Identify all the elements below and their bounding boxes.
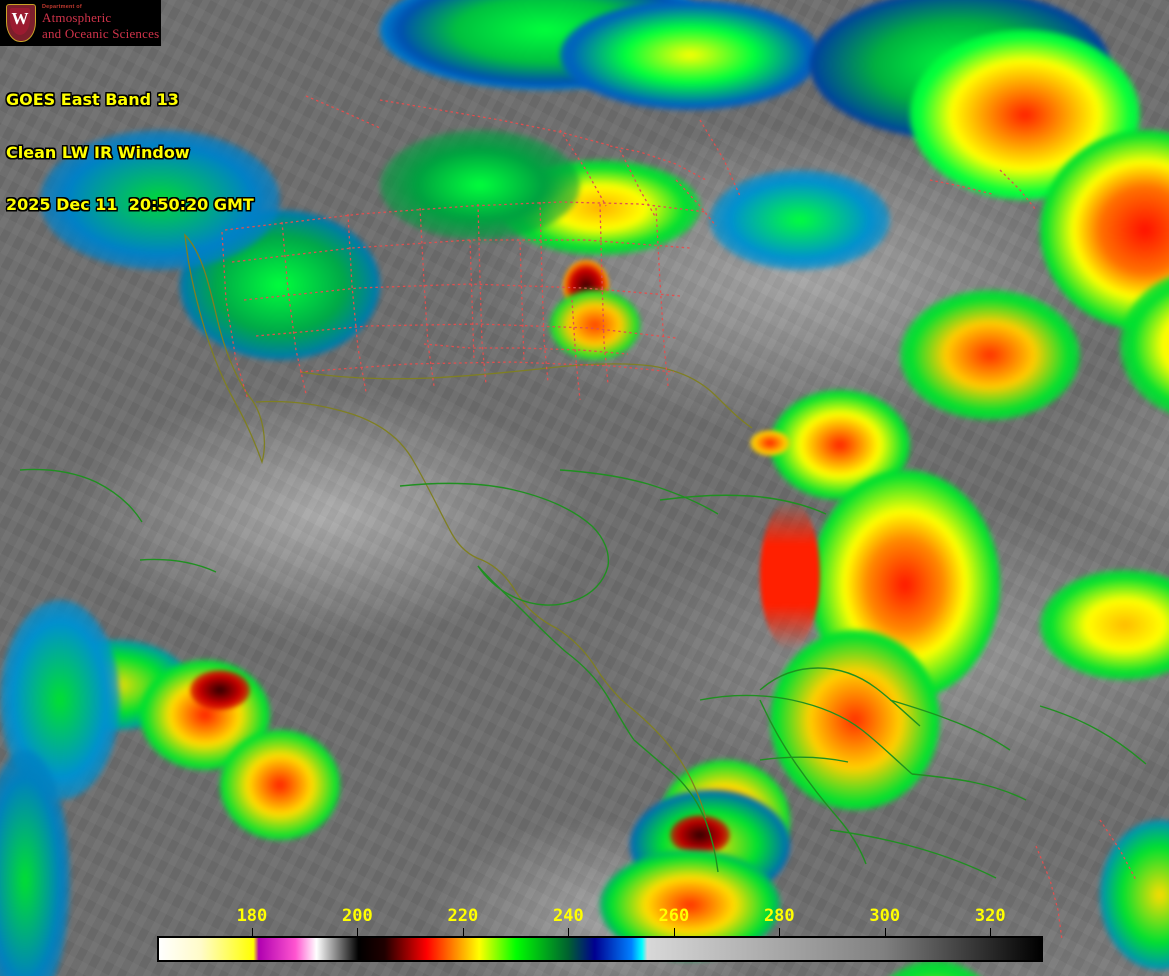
colorbar-tick-label: 200 xyxy=(342,906,373,926)
colorbar-gradient xyxy=(159,938,1041,960)
logo-line-1: Atmospheric xyxy=(42,10,112,25)
logo-department-label: Department of xyxy=(42,4,82,10)
colorbar-tick xyxy=(779,928,781,936)
title-line-timestamp: 2025 Dec 11 20:50:20 GMT xyxy=(6,195,254,214)
colorbar-tick xyxy=(568,928,570,936)
colorbar-tick xyxy=(884,928,886,936)
colorbar-tick-label: 320 xyxy=(974,906,1006,926)
colorbar-tick xyxy=(990,928,992,936)
logo-text: Department of Atmospheric and Oceanic Sc… xyxy=(42,4,159,42)
colorbar-tick xyxy=(357,928,359,936)
colorbar-tick xyxy=(462,928,464,936)
colorbar-tick-label: 260 xyxy=(658,906,690,926)
colorbar-tick-label: 280 xyxy=(763,906,795,926)
colorbar-tick xyxy=(251,928,253,936)
colorbar xyxy=(157,936,1043,962)
title-line-channel: Clean LW IR Window xyxy=(6,142,190,162)
logo-line-2: and Oceanic Sciences xyxy=(42,26,160,41)
uw-crest-icon: W xyxy=(2,1,38,45)
colorbar-tick-label: 300 xyxy=(869,906,901,926)
colorbar-tick-label: 180 xyxy=(236,906,268,926)
uw-aos-logo: W Department of Atmospheric and Oceanic … xyxy=(0,0,161,46)
colorbar-region: 180 200 220 240 260 280 300 320 xyxy=(0,900,1169,976)
title-line-satellite-band: GOES East Band 13 xyxy=(6,90,179,109)
colorbar-tick xyxy=(673,928,675,936)
colorbar-tick-label: 240 xyxy=(552,906,584,926)
crest-letter: W xyxy=(11,9,29,28)
product-title-block: GOES East Band 13 Clean LW IR Window 202… xyxy=(6,56,254,249)
colorbar-tick-label: 220 xyxy=(447,906,479,926)
